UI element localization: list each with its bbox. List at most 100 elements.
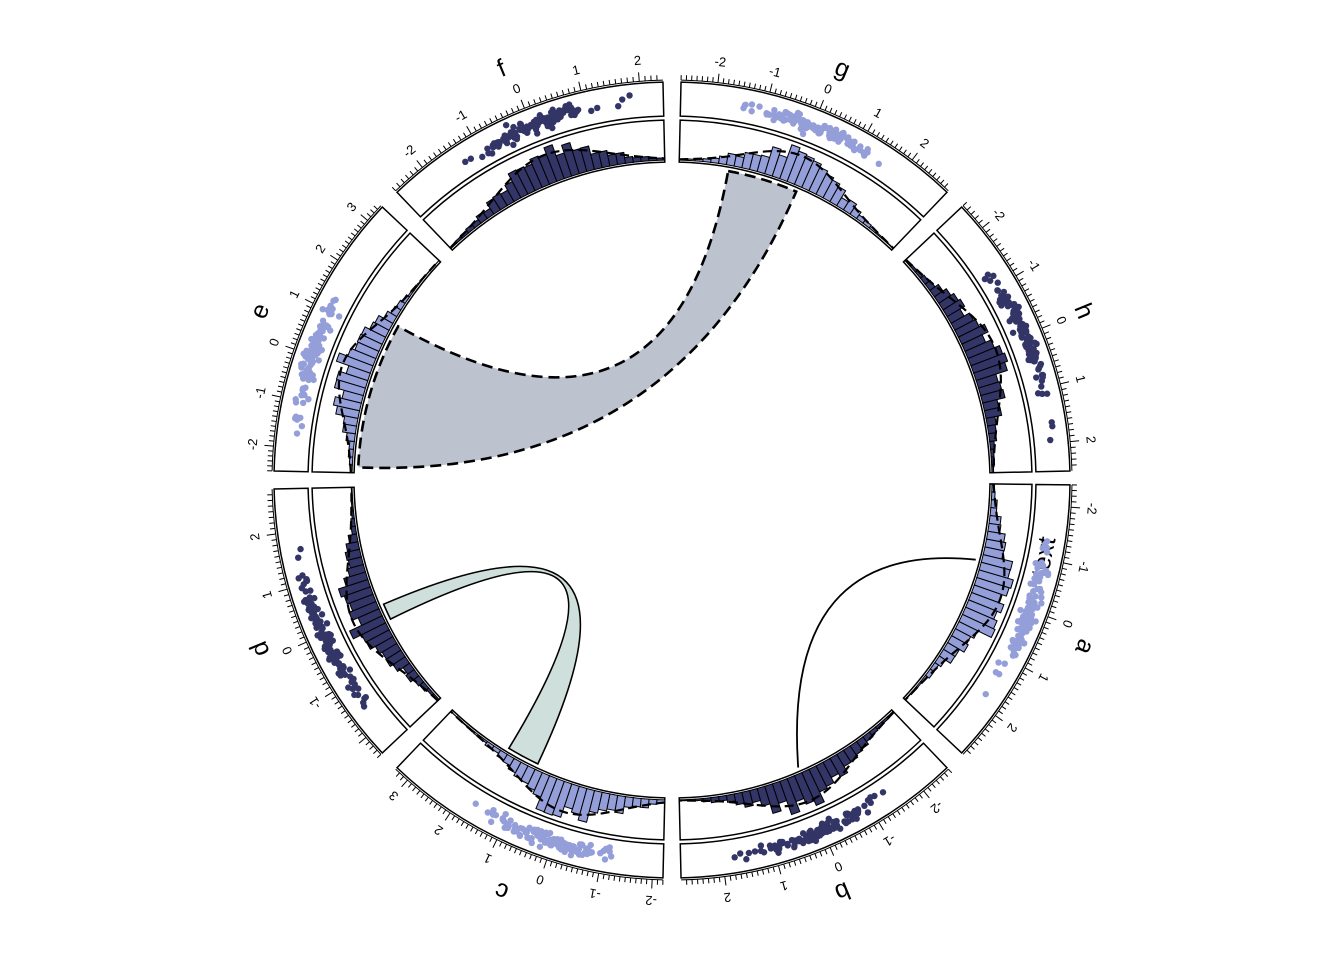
tick — [1056, 589, 1062, 592]
tick — [303, 646, 309, 650]
point — [1011, 304, 1019, 312]
histogram-bar — [725, 793, 737, 803]
tick — [885, 137, 890, 143]
tick — [351, 723, 356, 728]
tick — [316, 672, 322, 676]
point — [830, 818, 837, 826]
point — [546, 829, 554, 837]
tick — [769, 83, 773, 93]
tick — [862, 124, 867, 129]
tick — [881, 134, 885, 140]
histogram-bar — [624, 155, 634, 164]
point — [337, 672, 344, 679]
tick — [544, 95, 548, 101]
tick — [935, 779, 940, 785]
point — [1034, 585, 1041, 593]
tick — [273, 550, 279, 553]
point — [299, 386, 306, 394]
tick — [999, 247, 1005, 252]
tick — [273, 405, 279, 408]
point — [1043, 538, 1051, 545]
tick — [1027, 293, 1032, 297]
tick — [824, 849, 828, 855]
point — [791, 842, 798, 849]
point — [298, 364, 305, 371]
tick — [325, 686, 331, 691]
tick — [1055, 365, 1061, 368]
tick — [596, 873, 600, 883]
tick-label: -1 — [1075, 560, 1092, 574]
density-line-a — [904, 483, 1006, 701]
tick — [1066, 411, 1072, 414]
tick-label: -1 — [768, 63, 783, 80]
tick — [489, 118, 493, 124]
point — [782, 116, 790, 123]
tick — [500, 112, 504, 118]
histogram-f — [449, 142, 666, 250]
point — [748, 107, 755, 115]
point — [295, 575, 302, 582]
tick — [1021, 283, 1027, 287]
point — [995, 670, 1003, 678]
tick — [420, 793, 425, 799]
tick-label: 2 — [1004, 721, 1020, 736]
point — [496, 141, 503, 148]
tick — [798, 859, 802, 865]
tick — [759, 84, 762, 90]
tick — [1043, 626, 1049, 630]
tick — [638, 72, 640, 82]
tick — [618, 876, 621, 882]
tick — [1071, 506, 1081, 509]
point — [981, 275, 989, 283]
tick — [620, 78, 623, 84]
point — [510, 141, 517, 149]
point — [300, 373, 308, 380]
histogram-track-d — [311, 486, 442, 728]
tick — [279, 380, 285, 383]
point — [864, 809, 872, 816]
tick — [470, 826, 474, 832]
point — [825, 125, 833, 133]
tick — [903, 149, 907, 155]
tick — [1032, 304, 1038, 308]
axis-e — [271, 205, 382, 471]
tick — [287, 604, 293, 608]
tick-label: -1 — [452, 106, 470, 125]
point — [990, 272, 997, 280]
tick — [314, 667, 319, 671]
tick — [788, 862, 791, 868]
tick — [764, 85, 767, 92]
tick-label: 0 — [822, 81, 834, 98]
tick — [613, 875, 616, 881]
point — [472, 800, 479, 807]
tick — [438, 806, 442, 812]
tick — [944, 183, 949, 188]
point — [1044, 570, 1052, 577]
tick — [970, 745, 975, 750]
tick — [412, 786, 417, 792]
point — [804, 123, 811, 131]
point — [485, 149, 492, 157]
tick-label: 0 — [266, 336, 283, 348]
tick-label: -2 — [244, 438, 260, 451]
tick — [1064, 399, 1070, 402]
tick — [890, 140, 894, 146]
point — [799, 130, 807, 138]
tick — [396, 182, 401, 188]
points-h — [981, 271, 1056, 444]
tick — [290, 615, 296, 619]
sector-f: -2 -1 0 1 2 f — [391, 53, 666, 252]
point — [1025, 351, 1033, 358]
tick — [511, 107, 514, 113]
tick-label: -1 — [881, 831, 899, 850]
tick — [1067, 417, 1073, 419]
histogram-track-a — [902, 483, 1033, 728]
point — [302, 353, 309, 360]
tick — [538, 97, 542, 103]
tick — [266, 533, 276, 536]
tick — [287, 351, 293, 355]
point — [299, 399, 307, 407]
tick-label: 2 — [431, 822, 445, 838]
point — [777, 115, 785, 122]
tick — [1058, 376, 1064, 379]
